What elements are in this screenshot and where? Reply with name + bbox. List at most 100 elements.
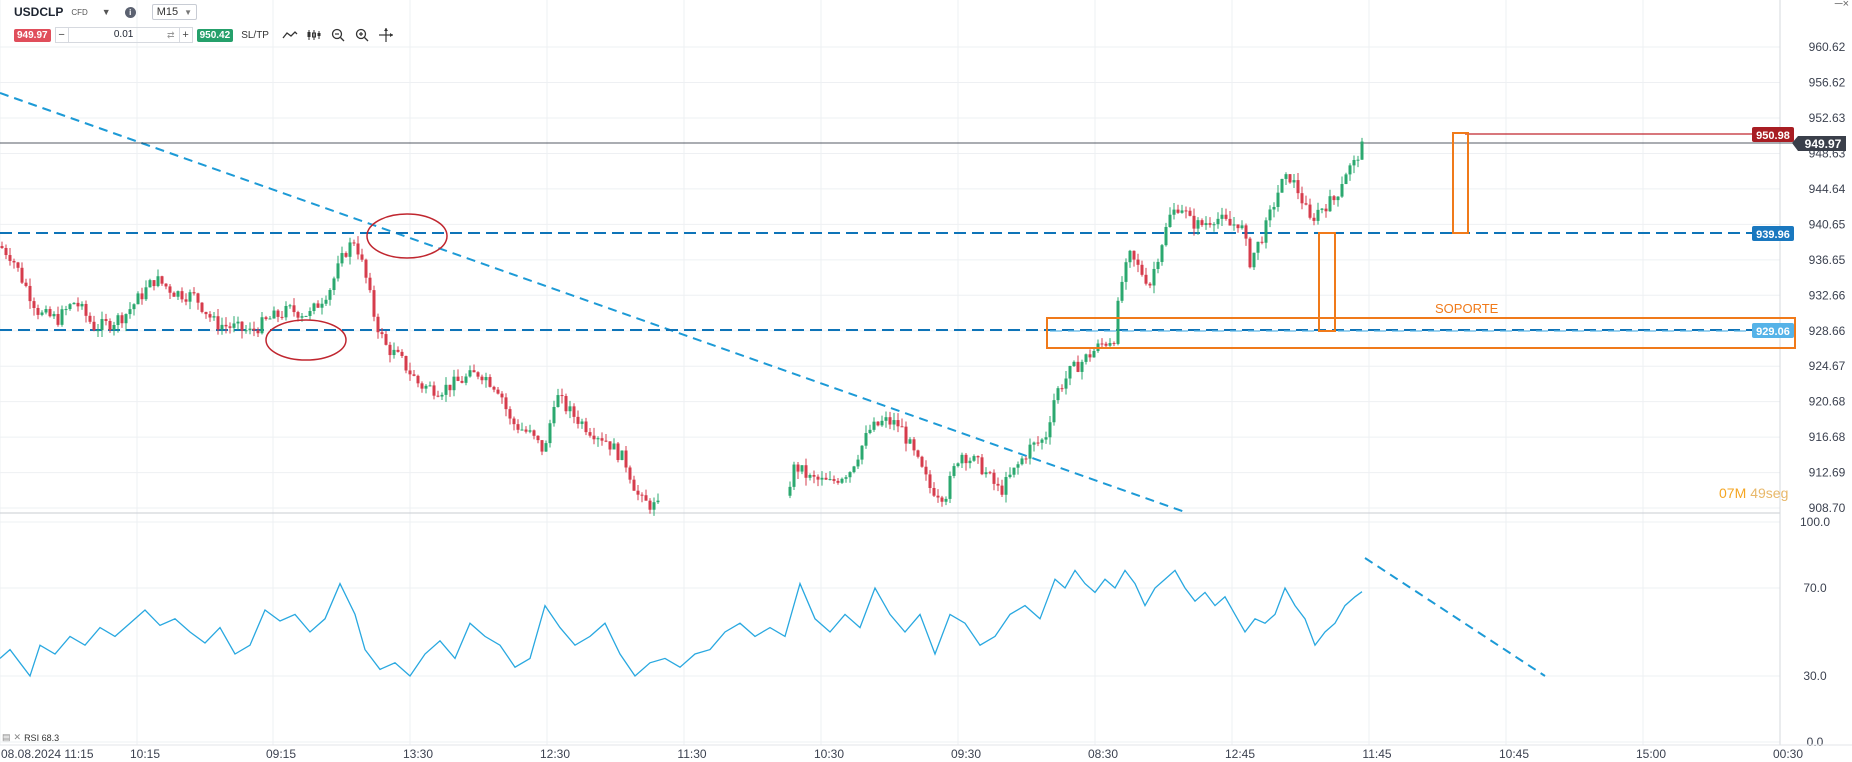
rsi-tick-label: 70.0 [1803,581,1827,595]
candle-bull [1220,214,1224,219]
candle-bear [384,334,388,345]
candle-bull [244,330,248,332]
quantity-decrease-button[interactable]: − [58,29,65,41]
candle-bear [196,293,200,303]
candle-bear [572,406,576,417]
chart-toolbar: USDCLP CFD ▼ i M15 ▼ 949.97 − 0.01 ⇄ + 9… [0,0,440,44]
info-icon[interactable]: i [124,6,136,18]
candle-bear [904,426,908,444]
candle-bull [1044,437,1048,440]
candle-bull [468,370,472,377]
candle-bear [500,393,504,398]
candle-bear [536,435,540,441]
candle-bull [1012,467,1016,475]
candle-bear [496,389,500,394]
swap-icon[interactable]: ⇄ [167,30,175,40]
rejection-ellipse-upper[interactable] [366,213,448,259]
candle-bull [68,304,72,310]
candle-bear [256,330,260,334]
rsi-tick-label: 0.0 [1807,735,1824,749]
zoom-in-icon[interactable] [353,28,371,42]
bounce-ellipse-lower[interactable] [265,319,347,361]
candle-bear [1184,210,1188,212]
candle-bull [1108,343,1112,346]
candle-bull [1252,252,1256,268]
candle-bull [948,475,952,499]
candle-bear [1088,354,1092,358]
buy-button[interactable]: 950.42 [196,28,234,42]
indicators-icon[interactable] [305,28,323,42]
candle-bear [448,384,452,391]
line-chart-icon[interactable] [281,28,299,42]
candle-bear [276,310,280,317]
candle-bull [132,304,136,310]
candle-bull [148,280,152,288]
rsi-trendline[interactable] [1364,557,1546,677]
candle-bull [1128,250,1132,263]
price-tick-label: 940.65 [1809,217,1846,231]
candle-bear [980,457,984,475]
candle-bear [920,456,924,467]
breakout-box-2[interactable] [1452,132,1469,234]
price-axis: 960.62956.62952.63948.63944.64940.65936.… [1809,40,1846,515]
candle-bull [580,421,584,424]
candle-bear [472,370,476,373]
candle-bear [836,480,840,483]
trendline-main[interactable] [0,92,1186,513]
candle-bear [1244,225,1248,239]
close-icon[interactable]: ─× [1834,0,1849,10]
indicator-settings-icon[interactable]: ▤ [2,732,11,742]
candle-bull [428,385,432,387]
candle-bear [204,311,208,315]
candle-bull [1356,159,1360,161]
candle-bull [212,316,216,318]
timeframe-select[interactable]: M15 ▼ [151,4,198,20]
symbol-dropdown-icon[interactable]: ▼ [101,7,111,17]
candle-bull [844,477,848,479]
time-tick-label: 00:30 [1773,747,1803,761]
svg-text:929.06: 929.06 [1756,326,1790,338]
symbol-name[interactable]: USDCLP [14,5,64,19]
quantity-increase-button[interactable]: + [182,29,189,41]
candle-bull [328,290,332,300]
candle-bull [1032,442,1036,445]
candle-bear [412,374,416,376]
time-tick-label: 10:45 [1499,747,1529,761]
candle-bull [908,439,912,444]
candle-bear [84,303,88,316]
candle-bear [964,454,968,464]
zoom-out-icon[interactable] [329,28,347,42]
candle-bear [12,260,16,263]
candle-bull [520,429,524,431]
candle-bull [1316,209,1320,221]
candle-bull [596,438,600,440]
candle-bull [984,472,988,475]
candle-bull [1084,354,1088,362]
candle-bull [308,311,312,316]
candle-bear [588,432,592,436]
candle-bear [360,254,364,260]
candle-bull [220,324,224,330]
crosshair-icon[interactable] [377,28,395,42]
candle-bull [848,472,852,478]
candle-bull [568,406,572,412]
quantity-input[interactable]: 0.01 ⇄ [67,28,180,42]
candle-bull [892,420,896,425]
sell-button[interactable]: 949.97 [14,28,51,42]
candle-bull [188,292,192,302]
candle-bull [656,500,660,503]
candle-bear [516,424,520,430]
candle-bear [108,320,112,331]
price-tick-label: 956.62 [1809,76,1846,90]
rsi-indicator-label[interactable]: ▤ ✕ RSI 68.3 [2,732,59,743]
support-zone-box[interactable] [1046,317,1796,349]
breakout-box-1[interactable] [1318,232,1336,332]
sltp-button[interactable]: SL/TP [241,29,269,41]
candle-bull [1160,245,1164,262]
candle-bear [400,351,404,356]
candle-bull [968,460,972,464]
candle-bear [200,302,204,312]
candle-bear [540,440,544,452]
remove-indicator-icon[interactable]: ✕ [13,732,22,742]
